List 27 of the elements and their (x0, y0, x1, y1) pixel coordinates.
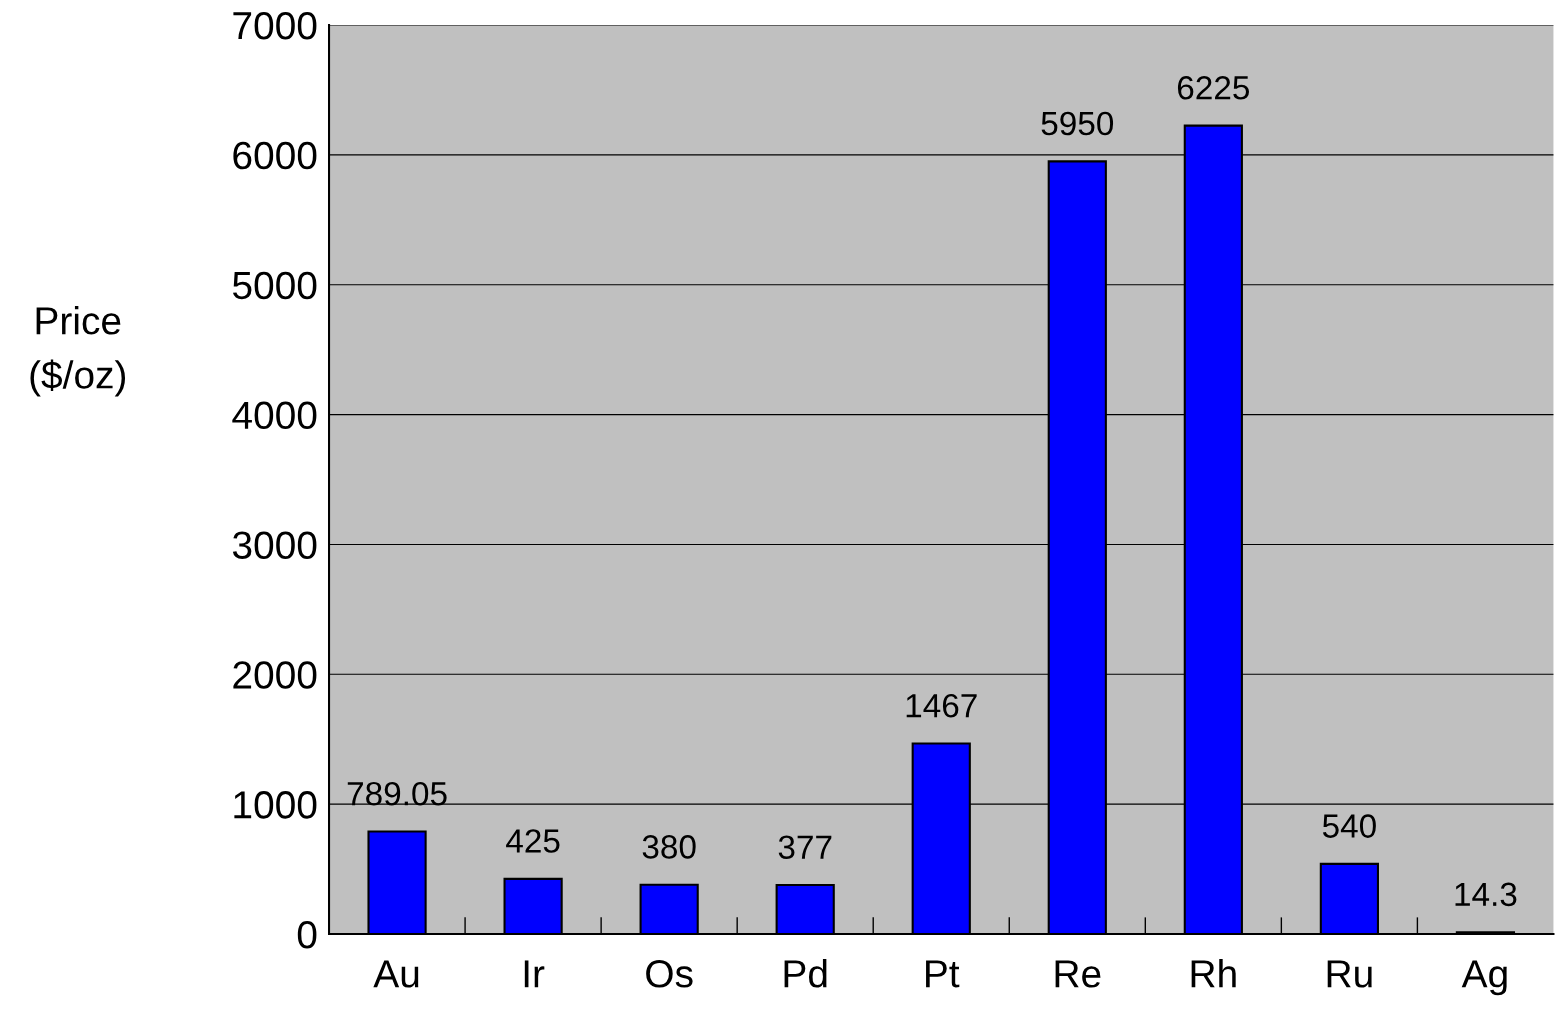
y-tick-label: 2000 (233, 661, 317, 689)
data-label: 14.3 (1455, 882, 1517, 907)
x-tick-label: Pd (784, 959, 827, 988)
data-label: 425 (506, 829, 560, 853)
x-tick-label: Pt (926, 960, 960, 988)
data-label: 540 (1322, 814, 1376, 838)
data-label: 1467 (906, 693, 977, 718)
x-tick-label: Re (1055, 960, 1101, 988)
data-label: 377 (778, 835, 832, 860)
x-tick-label: Ag (1461, 960, 1507, 996)
data-label: 789.05 (347, 781, 447, 806)
data-label: 5950 (1041, 111, 1114, 136)
y-tick-label: 6000 (233, 141, 317, 170)
data-label: 380 (642, 835, 696, 859)
data-label: 6225 (1177, 76, 1250, 100)
x-tick-label: Rh (1191, 959, 1236, 988)
x-tick-label: Os (646, 960, 693, 988)
y-tick-label: 0 (297, 920, 317, 949)
y-tick-label: 3000 (232, 531, 317, 559)
y-axis-title: Price ($/oz) (30, 306, 126, 397)
x-tick-label: Ru (1327, 960, 1372, 988)
y-tick-label: 4000 (232, 401, 317, 430)
y-tick-label: 5000 (232, 271, 317, 300)
y-tick-label: 1000 (234, 791, 317, 819)
x-tick-label: Ir (524, 960, 545, 988)
y-tick-label: 7000 (233, 11, 317, 40)
x-tick-label: Au (373, 960, 419, 988)
